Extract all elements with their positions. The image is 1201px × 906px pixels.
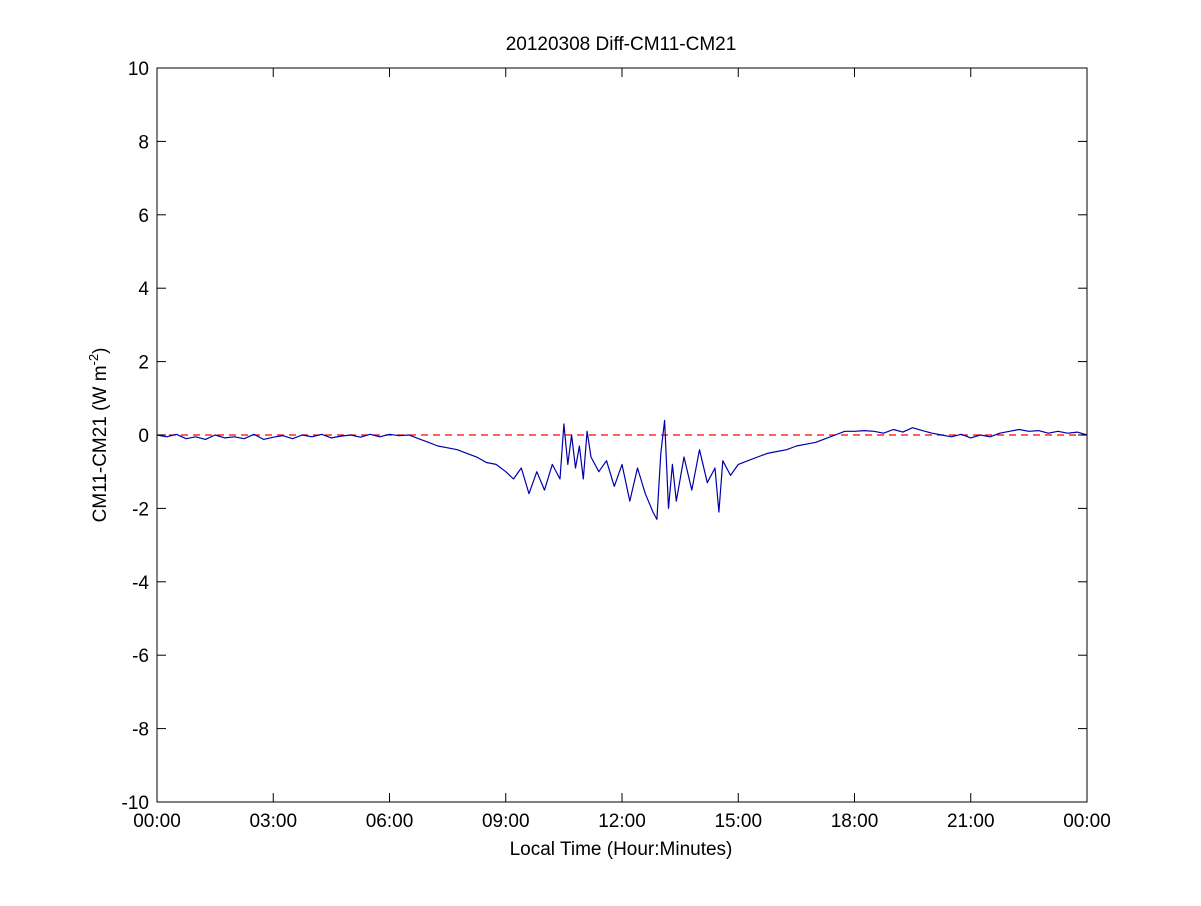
y-axis-label-superscript: -2 xyxy=(86,354,101,366)
x-tick-label: 09:00 xyxy=(482,811,530,832)
chart-title: 20120308 Diff-CM11-CM21 xyxy=(506,34,737,55)
y-axis-label-base: CM11-CM21 (W m xyxy=(90,365,111,522)
x-tick-label: 06:00 xyxy=(366,811,414,832)
y-axis-label: CM11-CM21 (W m-2) xyxy=(86,348,111,523)
y-tick-label: 6 xyxy=(138,206,149,227)
y-tick-label: 8 xyxy=(138,132,149,153)
y-tick-label: -4 xyxy=(132,573,149,594)
x-tick-label: 18:00 xyxy=(831,811,879,832)
x-tick-label: 00:00 xyxy=(133,811,181,832)
y-tick-label: -6 xyxy=(132,646,149,667)
y-tick-label: 0 xyxy=(138,426,149,447)
y-tick-label: -8 xyxy=(132,720,149,741)
plot-frame xyxy=(156,67,1088,803)
series-line-0 xyxy=(156,419,1088,521)
x-axis-label: Local Time (Hour:Minutes) xyxy=(510,839,733,860)
y-tick-label: 2 xyxy=(138,353,149,374)
x-tick-label: 03:00 xyxy=(249,811,297,832)
y-tick-label: -2 xyxy=(132,499,149,520)
x-tick-label: 15:00 xyxy=(714,811,762,832)
y-tick-label: 4 xyxy=(138,279,149,300)
y-tick-label: -10 xyxy=(122,793,149,814)
x-tick-label: 21:00 xyxy=(947,811,995,832)
y-axis-label-group: CM11-CM21 (W m-2) xyxy=(86,348,111,523)
x-tick-label: 00:00 xyxy=(1063,811,1111,832)
y-tick-label: 10 xyxy=(128,59,149,80)
y-axis-label-close: ) xyxy=(90,348,111,354)
plot-area: 00:00 03:00 06:00 09:00 12:00 15:00 18:00 21:00… xyxy=(122,59,1111,832)
x-tick-label: 12:00 xyxy=(598,811,646,832)
